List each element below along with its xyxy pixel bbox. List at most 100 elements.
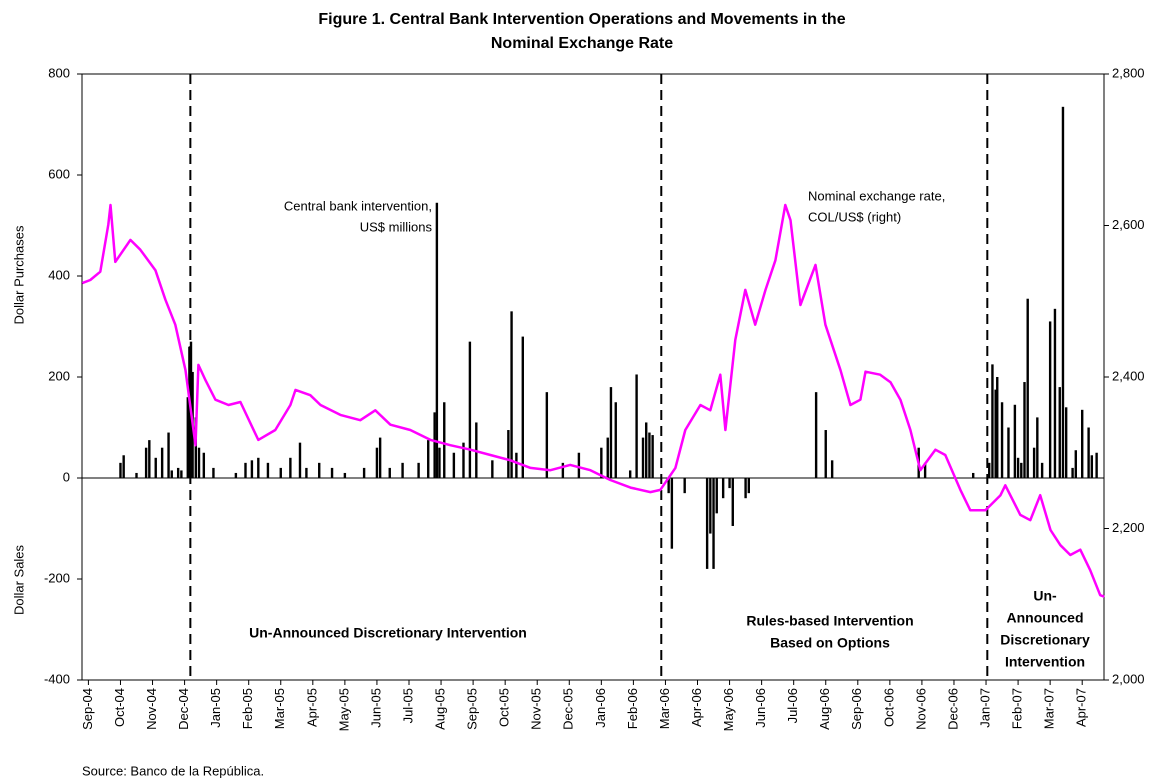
y-axis-label: Dollar Purchases	[11, 225, 26, 324]
bar	[521, 336, 524, 478]
source-note: Source: Banco de la República.	[82, 763, 264, 778]
bar	[561, 462, 565, 478]
bar	[728, 478, 731, 489]
y2-tick-label: 2,000	[1112, 671, 1145, 686]
bar	[197, 447, 201, 478]
bar	[234, 472, 238, 478]
bar	[648, 432, 651, 478]
bar	[1074, 450, 1077, 478]
bar	[250, 460, 254, 478]
bar	[1061, 106, 1065, 478]
bar	[266, 462, 270, 478]
x-tick-label: May-06	[721, 688, 736, 731]
bar	[435, 202, 439, 478]
annotation: Announced	[1007, 610, 1084, 626]
x-tick-label: Jul-06	[785, 688, 800, 723]
annotation: US$ millions	[360, 219, 433, 234]
bar	[170, 470, 173, 478]
bar	[996, 377, 999, 478]
bar	[1095, 452, 1098, 478]
bar	[180, 470, 183, 478]
bar	[545, 392, 549, 478]
x-tick-label: Jan-06	[593, 688, 608, 728]
x-tick-label: Mar-06	[657, 688, 672, 729]
x-tick-label: Feb-07	[1010, 688, 1025, 729]
bar	[614, 402, 617, 478]
bar	[186, 397, 189, 478]
bar	[279, 467, 282, 478]
bar	[1020, 462, 1023, 478]
bar	[491, 460, 494, 478]
bar	[824, 430, 827, 478]
x-tick-label: Sep-06	[849, 688, 864, 730]
bar	[176, 467, 180, 478]
bar	[683, 478, 686, 494]
annotation: Based on Options	[770, 635, 890, 651]
annotation: Un-	[1033, 588, 1057, 604]
bar	[1016, 457, 1020, 478]
bar	[289, 457, 292, 478]
bar	[257, 457, 260, 478]
bar	[244, 462, 247, 478]
y-tick-label: 600	[48, 166, 70, 181]
bar	[438, 447, 441, 478]
x-tick-label: Dec-06	[945, 688, 960, 730]
bar	[709, 478, 712, 534]
x-tick-label: Mar-05	[272, 688, 287, 729]
bar	[401, 462, 404, 478]
bar	[507, 430, 510, 478]
bar	[194, 417, 198, 478]
y-tick-label: 200	[48, 368, 70, 383]
bar	[298, 442, 302, 478]
bar	[1090, 455, 1094, 478]
y2-tick-label: 2,200	[1112, 520, 1145, 535]
y2-tick-label: 2,800	[1112, 65, 1145, 80]
bar	[830, 460, 834, 478]
bar	[167, 432, 170, 478]
y2-tick-label: 2,400	[1112, 368, 1145, 383]
bar	[609, 387, 613, 478]
x-tick-label: Oct-05	[497, 688, 512, 727]
bar	[645, 422, 648, 478]
x-tick-label: May-05	[336, 688, 351, 731]
bar	[1007, 427, 1010, 478]
x-tick-label: Sep-04	[80, 688, 95, 730]
annotation: Central bank intervention,	[284, 198, 432, 213]
x-tick-label: Nov-04	[144, 688, 159, 730]
x-tick-label: Apr-06	[689, 688, 704, 727]
bar	[600, 447, 603, 478]
bar	[443, 402, 446, 478]
bar	[1032, 447, 1036, 478]
bar	[1081, 409, 1084, 478]
x-tick-label: Oct-06	[881, 688, 896, 727]
bar	[1048, 321, 1052, 478]
bar	[378, 437, 382, 478]
bar	[670, 478, 674, 549]
exchange-rate-line	[81, 203, 1105, 598]
chart-title: Figure 1. Central Bank Intervention Oper…	[318, 11, 845, 28]
x-tick-label: Mar-07	[1042, 688, 1057, 729]
bar	[202, 452, 206, 478]
x-tick-label: Oct-04	[112, 688, 127, 727]
bar	[1036, 417, 1039, 478]
x-tick-label: Jan-07	[977, 688, 992, 728]
annotation: COL/US$ (right)	[808, 209, 901, 224]
x-tick-label: Feb-05	[240, 688, 255, 729]
bar	[148, 440, 151, 478]
bar	[144, 447, 148, 478]
bar	[705, 478, 709, 569]
bar	[994, 389, 997, 478]
bar	[515, 452, 518, 478]
bar	[923, 462, 927, 478]
bar	[427, 440, 430, 478]
x-tick-label: Jun-05	[368, 688, 383, 728]
bar	[577, 452, 581, 478]
bar	[212, 467, 215, 478]
bar	[452, 452, 456, 478]
bar	[972, 472, 975, 478]
x-tick-label: Apr-05	[304, 688, 319, 727]
bar	[433, 412, 436, 478]
annotation: Rules-based Intervention	[746, 613, 913, 629]
bar	[135, 472, 138, 478]
